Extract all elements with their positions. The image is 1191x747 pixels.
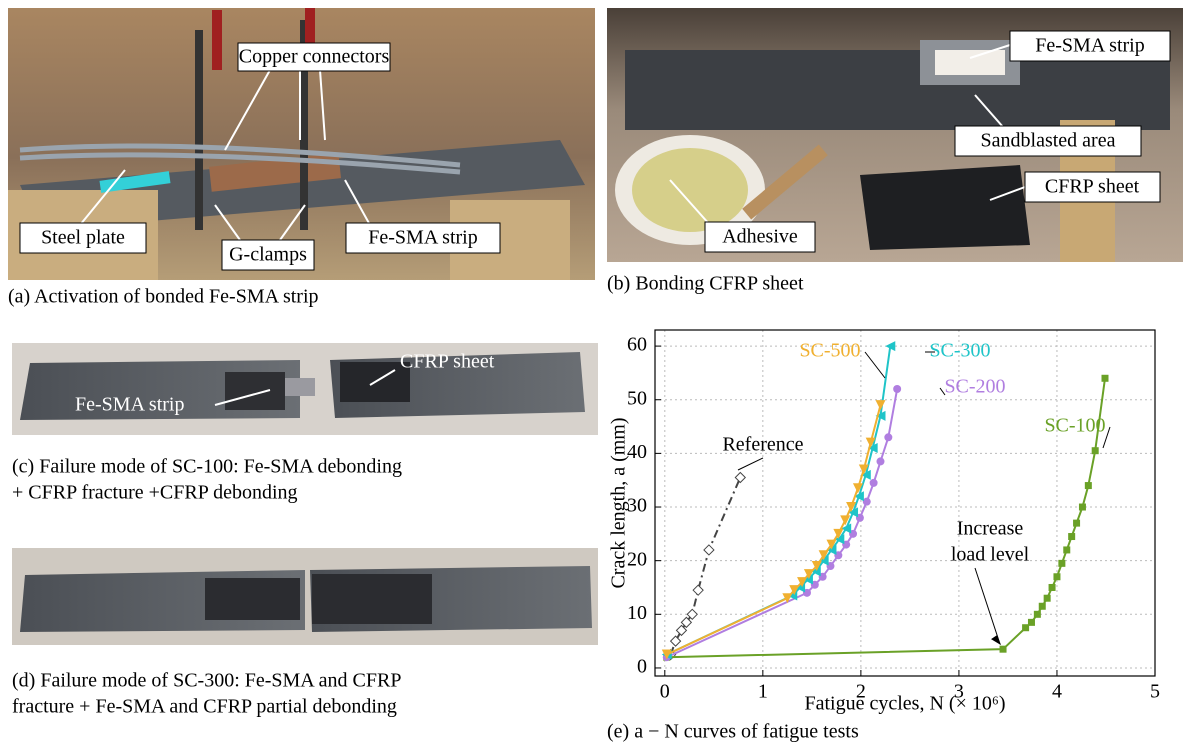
caption: + CFRP fracture +CFRP debonding	[12, 482, 298, 504]
series-line	[667, 389, 897, 657]
y-tick-label: 20	[627, 548, 647, 570]
marker	[693, 585, 703, 595]
marker	[1085, 482, 1092, 489]
photo-label: CFRP sheet	[1045, 176, 1140, 198]
photo-label: Fe-SMA strip	[75, 394, 184, 416]
photo-label: Fe-SMA strip	[368, 227, 477, 249]
y-tick-label: 0	[637, 656, 647, 678]
marker	[1000, 646, 1007, 653]
marker	[1028, 619, 1035, 626]
x-tick-label: 5	[1150, 681, 1160, 703]
marker	[870, 479, 878, 487]
x-axis-label: Fatigue cycles, N (× 10⁶)	[805, 693, 1006, 715]
marker	[1092, 447, 1099, 454]
marker	[1079, 504, 1086, 511]
photo-c	[12, 343, 598, 435]
marker	[1034, 611, 1041, 618]
y-tick-label: 10	[627, 602, 647, 624]
marker	[1073, 520, 1080, 527]
marker	[863, 498, 871, 506]
series-line	[667, 346, 891, 654]
caption: (a) Activation of bonded Fe-SMA strip	[8, 286, 319, 308]
caption: (d) Failure mode of SC-300: Fe-SMA and C…	[12, 670, 401, 692]
photo-label: CFRP sheet	[400, 351, 495, 373]
marker	[1049, 584, 1056, 591]
y-tick-label: 60	[627, 334, 647, 356]
marker	[893, 385, 901, 393]
y-tick-label: 50	[627, 387, 647, 409]
leader-line	[865, 352, 885, 378]
annotation: load level	[951, 544, 1030, 566]
series-label: Reference	[722, 434, 803, 456]
marker	[1053, 573, 1060, 580]
marker	[875, 400, 885, 410]
photo-d	[12, 548, 598, 645]
series-label: SC-500	[799, 340, 860, 362]
caption: (c) Failure mode of SC-100: Fe-SMA debon…	[12, 456, 402, 478]
y-tick-label: 30	[627, 495, 647, 517]
photo-label: Fe-SMA strip	[1035, 35, 1144, 57]
marker	[1102, 375, 1109, 382]
marker	[676, 625, 686, 635]
marker	[782, 593, 792, 603]
series-label: SC-200	[944, 376, 1005, 398]
marker	[735, 473, 745, 483]
photo-label: Sandblasted area	[981, 130, 1116, 152]
photo-label: G-clamps	[229, 244, 307, 266]
x-tick-label: 1	[758, 681, 768, 703]
marker	[876, 457, 884, 465]
annotation-arrowhead	[991, 635, 1001, 645]
caption: (e) a − N curves of fatigue tests	[607, 721, 859, 743]
marker	[884, 433, 892, 441]
caption: (b) Bonding CFRP sheet	[607, 273, 804, 295]
series-label: SC-300	[929, 340, 990, 362]
marker	[1068, 533, 1075, 540]
y-axis-label: Crack length, a (mm)	[608, 417, 630, 588]
annotation: Increase	[957, 518, 1024, 540]
y-tick-label: 40	[627, 441, 647, 463]
marker	[671, 636, 681, 646]
photo-label: Adhesive	[722, 226, 798, 248]
x-tick-label: 0	[660, 681, 670, 703]
annotation-arrow	[975, 568, 1000, 644]
leader-line	[738, 458, 763, 470]
marker	[704, 545, 714, 555]
marker	[1039, 603, 1046, 610]
figure: (a) Activation of bonded Fe-SMA strip (b…	[0, 0, 1191, 747]
marker	[1044, 595, 1051, 602]
marker	[1063, 546, 1070, 553]
series-label: SC-100	[1044, 415, 1105, 437]
photo-label: Copper connectors	[239, 46, 390, 68]
x-tick-label: 4	[1052, 681, 1062, 703]
caption: fracture + Fe-SMA and CFRP partial debon…	[12, 696, 397, 718]
marker	[1058, 560, 1065, 567]
photo-label: Steel plate	[41, 227, 125, 249]
